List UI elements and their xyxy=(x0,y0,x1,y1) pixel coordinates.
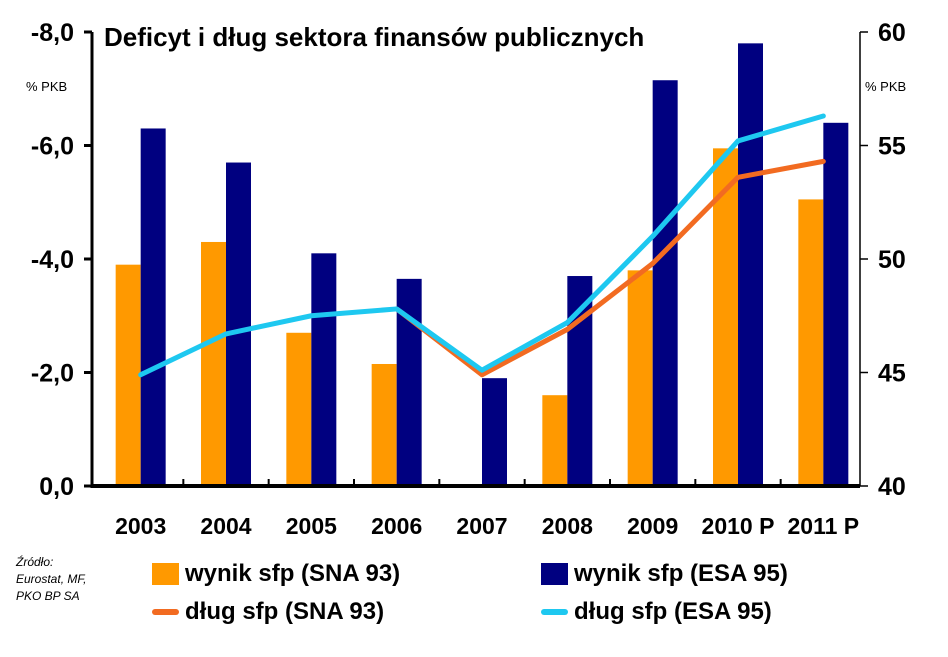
line xyxy=(394,158,826,378)
right-axis-tick-label: 55 xyxy=(878,133,906,161)
legend-label: wynik sfp (ESA 95) xyxy=(574,560,788,587)
right-axis-unit: % PKB xyxy=(865,79,906,94)
right-axis-tick-label: 40 xyxy=(878,473,906,501)
bar xyxy=(713,148,738,486)
bar xyxy=(115,264,141,486)
source-line-2: Eurostat, MF, xyxy=(16,572,87,586)
bar xyxy=(286,332,312,486)
legend-label: wynik sfp (SNA 93) xyxy=(185,560,401,587)
left-axis-tick-label: -6,0 xyxy=(31,133,74,161)
legend-label: dług sfp (SNA 93) xyxy=(185,598,385,625)
legend-swatch-orange-box xyxy=(152,563,179,585)
legend-item-sna-bars: wynik sfp (SNA 93) xyxy=(152,560,400,588)
bar xyxy=(371,363,397,486)
left-axis-tick-label: -4,0 xyxy=(31,246,74,274)
x-axis-category-label: 2011 P xyxy=(788,513,860,539)
x-axis-category-label: 2006 xyxy=(371,513,422,539)
x-axis-category-label: 2005 xyxy=(286,513,337,539)
legend-swatch-orange-line xyxy=(152,609,179,615)
legend-item-sna-line: dług sfp (SNA 93) xyxy=(152,598,384,626)
right-axis-tick-label: 50 xyxy=(878,246,906,274)
right-axis-tick-label: 60 xyxy=(878,19,906,47)
source-note: Źródło: Eurostat, MF, PKO BP SA xyxy=(16,554,86,605)
bar xyxy=(823,122,849,487)
source-line-1: Źródło: xyxy=(16,555,54,569)
bar xyxy=(311,253,337,486)
left-axis-tick-label: -2,0 xyxy=(31,360,74,388)
legend-item-esa-bars: wynik sfp (ESA 95) xyxy=(541,560,788,588)
bar xyxy=(542,395,568,486)
x-axis-category-label: 2003 xyxy=(115,513,166,539)
x-axis-category-label: 2007 xyxy=(456,513,507,539)
line-series xyxy=(138,113,826,378)
bar xyxy=(226,162,251,486)
legend-label: dług sfp (ESA 95) xyxy=(574,598,772,625)
bar xyxy=(627,270,653,486)
bar-series xyxy=(115,43,849,487)
legend-item-esa-line: dług sfp (ESA 95) xyxy=(541,598,772,626)
left-axis-unit: % PKB xyxy=(26,79,67,94)
source-line-3: PKO BP SA xyxy=(16,589,80,603)
x-axis-category-label: 2004 xyxy=(200,513,251,539)
bar xyxy=(738,43,763,486)
line xyxy=(138,113,826,378)
right-axis-tick-label: 45 xyxy=(878,360,906,388)
bar xyxy=(798,199,824,486)
axes: -8,0 -6,0 -4,0 -2,0 0,0 60 55 50 45 40 2003 2004 200… xyxy=(31,19,906,539)
x-axis-category-label: 2009 xyxy=(627,513,678,539)
chart-title: Deficyt i dług sektora finansów publiczn… xyxy=(104,22,644,52)
left-axis-tick-label: -8,0 xyxy=(31,19,74,47)
legend-swatch-cyan-line xyxy=(541,609,568,615)
bar xyxy=(201,241,226,486)
bar xyxy=(140,128,166,486)
left-axis-tick-label: 0,0 xyxy=(39,473,74,501)
x-axis-category-label: 2010 P xyxy=(702,513,775,539)
bar xyxy=(652,80,678,487)
bar xyxy=(482,378,507,486)
x-axis-category-label: 2008 xyxy=(542,513,593,539)
legend-swatch-navy-box xyxy=(541,563,568,585)
